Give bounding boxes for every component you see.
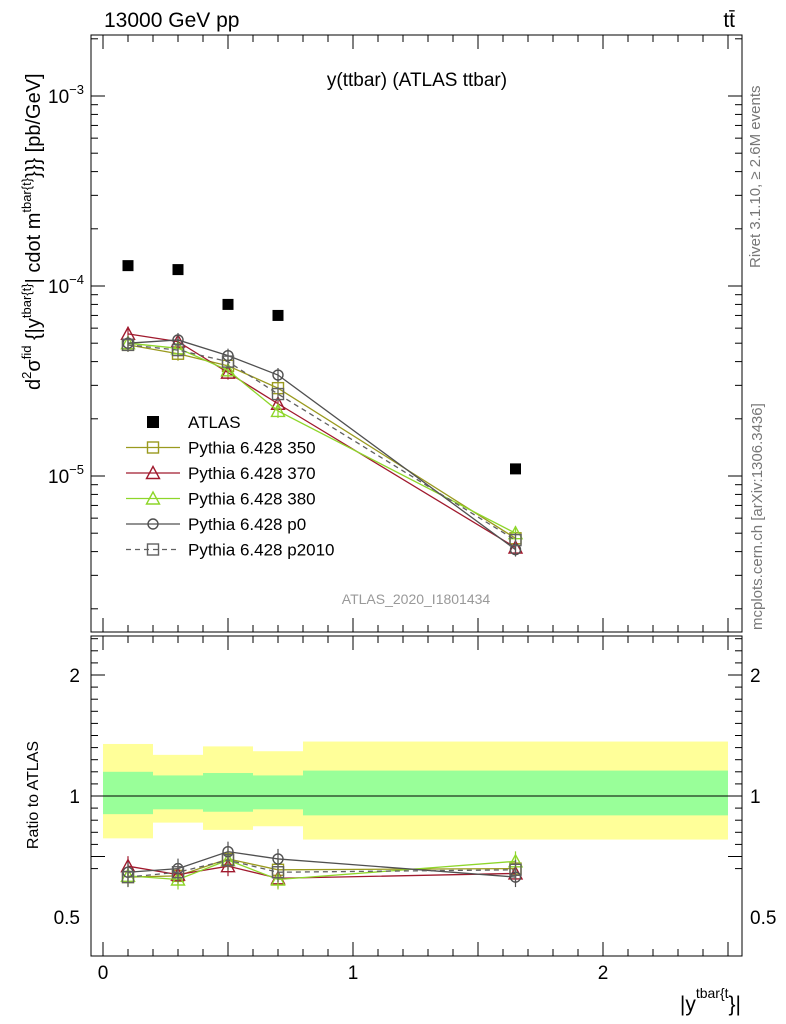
band-inner-bin <box>153 775 203 810</box>
main-series-layer <box>120 325 524 557</box>
ratio-point <box>221 853 235 867</box>
ratio-tick-label-1: 1 <box>69 787 80 808</box>
x-axis-label: |ytbar{t}| <box>680 985 741 1016</box>
series-line <box>127 344 516 541</box>
rivet-label: Rivet 3.1.10, ≥ 2.6M events <box>747 86 764 269</box>
data-points-layer <box>122 260 521 475</box>
series-point <box>121 338 135 352</box>
series-point <box>272 369 284 381</box>
legend-label: Pythia 6.428 380 <box>188 490 316 509</box>
ratio-point <box>509 863 522 877</box>
ratio-point <box>171 866 185 879</box>
ratio-point <box>170 871 186 886</box>
legend-marker <box>145 490 161 505</box>
band-inner-bin <box>253 775 303 810</box>
mcplots-label: mcplots.cern.ch [arXiv:1306.3436] <box>749 403 766 630</box>
series-line <box>127 333 516 549</box>
series-point <box>171 343 185 357</box>
ratio-point <box>121 870 135 884</box>
y-tick-label-1e-5: 10−5 <box>48 462 84 488</box>
band-inner-bin <box>103 771 153 815</box>
ratio-tick-label-0.5: 0.5 <box>54 908 80 929</box>
y-axis-label-ratio: Ratio to ATLAS <box>25 741 42 849</box>
atlas-data-point <box>122 260 134 272</box>
ratio-series-layer <box>120 841 524 890</box>
ratio-tick-label-1-right: 1 <box>750 787 761 808</box>
plot-title: y(ttbar) (ATLAS ttbar) <box>327 70 507 91</box>
ratio-point <box>271 866 285 879</box>
svg-text:Rivet 3.1.10, ≥ 2.6M events: Rivet 3.1.10, ≥ 2.6M events <box>747 86 764 269</box>
x-tick-label-2: 2 <box>598 963 609 984</box>
ratio-tick-label-2-right: 2 <box>750 666 761 687</box>
main-axis-ticks <box>91 35 742 632</box>
svg-text:Ratio to ATLAS: Ratio to ATLAS <box>25 741 42 849</box>
series-line <box>127 339 516 551</box>
y-axis-label-main: d2σfid {|ytbar{t}| cdot mtbar{t}}}} [pb/… <box>19 73 45 390</box>
legend-marker-atlas <box>147 416 159 428</box>
band-inner-bin <box>303 770 728 816</box>
legend-marker <box>146 441 160 454</box>
y-tick-label-1e-4: 10−4 <box>48 272 84 298</box>
series-point <box>509 533 522 547</box>
svg-text:d2σfid {|ytbar{t}| cdot mtbar{: d2σfid {|ytbar{t}| cdot mtbar{t}}}} [pb/… <box>19 73 45 390</box>
x-tick-label-1: 1 <box>348 963 359 984</box>
ratio-axis-ticks <box>91 636 742 956</box>
legend-label: Pythia 6.428 350 <box>188 439 316 458</box>
legend-label: Pythia 6.428 p0 <box>188 515 306 534</box>
beam-energy-label: 13000 GeV pp <box>104 9 239 32</box>
x-tick-label-0: 0 <box>98 963 109 984</box>
series-point <box>220 362 236 377</box>
legend-marker <box>147 518 159 530</box>
series-point <box>270 402 286 418</box>
ratio-tick-label-0.5-right: 0.5 <box>750 908 776 929</box>
atlas-data-point <box>272 309 284 321</box>
main-plot-frame <box>90 34 743 633</box>
legend: ATLAS Pythia 6.428 350 Pythia 6.428 370 Pyt… <box>126 413 335 560</box>
atlas-data-point <box>222 298 234 310</box>
legend-label: Pythia 6.428 370 <box>188 464 316 483</box>
series-line <box>127 344 516 539</box>
legend-label: Pythia 6.428 p2010 <box>188 541 335 560</box>
ratio-tick-label-2: 2 <box>69 666 80 687</box>
legend-label-atlas: ATLAS <box>188 413 241 432</box>
legend-marker <box>146 543 160 556</box>
process-label: tt̄ <box>723 9 735 32</box>
svg-text:mcplots.cern.ch [arXiv:1306.34: mcplots.cern.ch [arXiv:1306.3436] <box>749 403 766 630</box>
series-point <box>221 355 235 368</box>
series-point <box>271 387 285 401</box>
legend-marker <box>145 465 161 480</box>
ratio-band-inner <box>103 770 728 816</box>
analysis-label: ATLAS_2020_I1801434 <box>342 591 491 607</box>
band-inner-bin <box>203 773 253 812</box>
y-tick-label-1e-3: 10−3 <box>48 82 84 108</box>
ratio-point <box>270 871 286 886</box>
atlas-data-point <box>510 463 521 475</box>
atlas-data-point <box>172 264 184 276</box>
